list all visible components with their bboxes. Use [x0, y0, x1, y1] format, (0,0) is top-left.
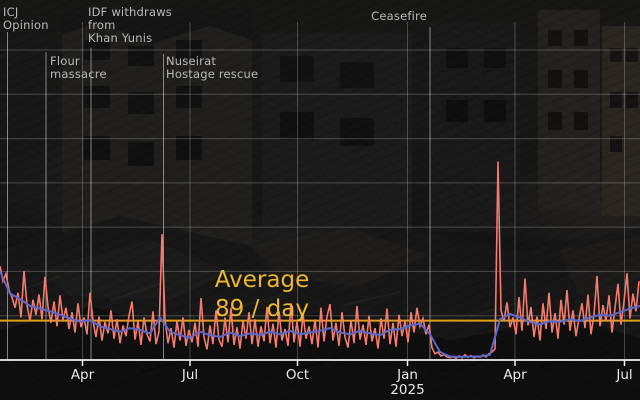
x-tick-label: Apr: [70, 367, 95, 383]
average-annotation: Average 89 / day: [215, 266, 309, 324]
event-label: Nuseirat Hostage rescue: [166, 54, 259, 81]
x-tick-label: Jan 2025: [390, 367, 425, 398]
event-label: Flour massacre: [50, 54, 107, 81]
x-tick-label: Jul: [181, 367, 199, 383]
event-label: IDF withdraws from Khan Yunis: [88, 5, 172, 45]
x-tick-label: Apr: [503, 367, 527, 383]
average-annotation-line1: Average: [214, 267, 310, 293]
event-label: Ceasefire: [371, 9, 427, 23]
x-tick-label: Jul: [616, 367, 633, 383]
average-annotation-line2: 89 / day: [215, 296, 309, 322]
event-label: ICJ Opinion: [3, 5, 49, 32]
x-tick-label: Oct: [285, 367, 310, 383]
series-daily-count: [0, 161, 640, 360]
series-trend-average: [0, 270, 640, 358]
